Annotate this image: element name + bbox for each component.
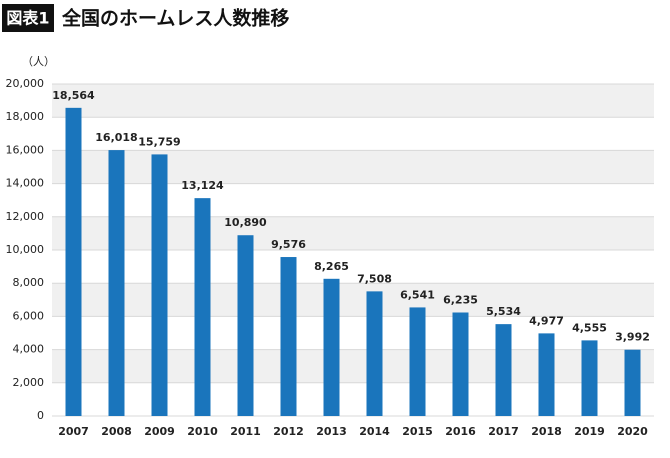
bar: [581, 340, 598, 416]
bar: [280, 257, 297, 416]
y-tick-label: 10,000: [6, 243, 45, 256]
value-label: 18,564: [52, 89, 95, 102]
bar: [108, 150, 125, 416]
value-label: 4,555: [572, 321, 607, 334]
y-unit: （人）: [22, 55, 55, 68]
x-tick-label: 2013: [316, 425, 347, 438]
bar: [151, 154, 168, 416]
chart-title: 全国のホームレス人数推移: [61, 7, 289, 30]
x-tick-label: 2011: [230, 425, 261, 438]
y-tick-label: 14,000: [6, 177, 45, 190]
grid-band: [52, 283, 654, 317]
x-tick-label: 2020: [617, 425, 648, 438]
bar: [624, 349, 641, 416]
bar: [194, 198, 211, 416]
x-tick-label: 2010: [187, 425, 218, 438]
x-tick-label: 2008: [101, 425, 132, 438]
value-label: 3,992: [615, 331, 650, 344]
grid-band: [52, 216, 654, 250]
y-tick-label: 2,000: [13, 376, 45, 389]
y-tick-label: 4,000: [13, 343, 45, 356]
bar: [452, 312, 469, 416]
value-label: 6,541: [400, 288, 435, 301]
value-label: 4,977: [529, 314, 564, 327]
x-tick-label: 2015: [402, 425, 433, 438]
bar: [495, 324, 512, 416]
x-tick-label: 2019: [574, 425, 605, 438]
x-tick-label: 2017: [488, 425, 519, 438]
value-label: 15,759: [138, 135, 180, 148]
y-tick-label: 0: [37, 409, 44, 422]
bar: [65, 107, 82, 417]
y-tick-label: 20,000: [6, 77, 45, 90]
bar: [538, 333, 555, 416]
y-tick-label: 18,000: [6, 110, 45, 123]
figure-label: 図表1: [6, 9, 49, 28]
value-label: 6,235: [443, 293, 478, 306]
value-label: 7,508: [357, 272, 392, 285]
bar: [409, 307, 426, 416]
figure-badge: [2, 4, 54, 32]
x-tick-label: 2007: [58, 425, 89, 438]
y-tick-label: 16,000: [6, 143, 45, 156]
y-tick-label: 6,000: [13, 309, 45, 322]
x-tick-label: 2014: [359, 425, 390, 438]
grid-band: [52, 349, 654, 383]
y-tick-label: 12,000: [6, 210, 45, 223]
bar: [323, 278, 340, 416]
x-tick-label: 2018: [531, 425, 562, 438]
y-tick-label: 8,000: [13, 276, 45, 289]
value-label: 5,534: [486, 305, 521, 318]
value-label: 9,576: [271, 238, 306, 251]
value-label: 8,265: [314, 260, 349, 273]
value-label: 13,124: [181, 179, 224, 192]
value-label: 10,890: [224, 216, 267, 229]
x-tick-label: 2016: [445, 425, 476, 438]
grid-band: [52, 150, 654, 184]
x-tick-label: 2009: [144, 425, 175, 438]
value-label: 16,018: [95, 131, 137, 144]
bar: [237, 235, 254, 416]
x-tick-label: 2012: [273, 425, 304, 438]
bar: [366, 291, 383, 416]
grid-band: [52, 84, 654, 118]
